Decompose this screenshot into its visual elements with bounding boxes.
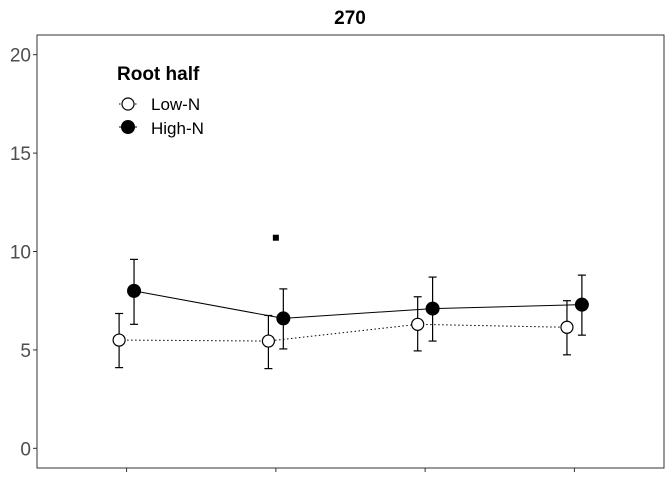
series-line-high-n xyxy=(133,290,582,319)
legend: Root half Low-N High-N xyxy=(117,64,204,138)
data-point-high-n-2 xyxy=(276,311,291,326)
legend-item-high-n: High-N xyxy=(119,119,204,138)
legend-marker-low-n xyxy=(121,97,135,111)
legend-marker-high-n xyxy=(121,120,135,134)
y-tick-label-0: 0 xyxy=(20,439,31,460)
data-points xyxy=(112,283,589,348)
series-line-low-n xyxy=(119,323,567,342)
significance-square-marker-1 xyxy=(272,234,279,241)
legend-title: Root half xyxy=(117,64,200,85)
series-lines xyxy=(119,290,582,342)
y-tick-label-15: 15 xyxy=(10,144,31,165)
x-axis xyxy=(126,468,575,472)
y-tick-label-10: 10 xyxy=(10,243,31,264)
data-point-high-n-1 xyxy=(127,283,142,298)
y-tick-label-5: 5 xyxy=(20,341,31,362)
y-tick-label-20: 20 xyxy=(10,46,31,67)
chart-title: 270 xyxy=(334,8,366,29)
data-point-low-n-4 xyxy=(560,320,574,334)
legend-label-high-n: High-N xyxy=(151,119,204,138)
data-point-low-n-3 xyxy=(411,317,425,331)
data-point-low-n-2 xyxy=(261,334,275,348)
legend-item-low-n: Low-N xyxy=(119,95,200,114)
annotations xyxy=(272,234,279,241)
legend-label-low-n: Low-N xyxy=(151,95,200,114)
data-point-high-n-3 xyxy=(425,301,440,316)
data-point-low-n-1 xyxy=(112,333,126,347)
data-point-high-n-4 xyxy=(574,297,589,312)
y-axis: 0 5 10 15 20 xyxy=(10,46,37,460)
